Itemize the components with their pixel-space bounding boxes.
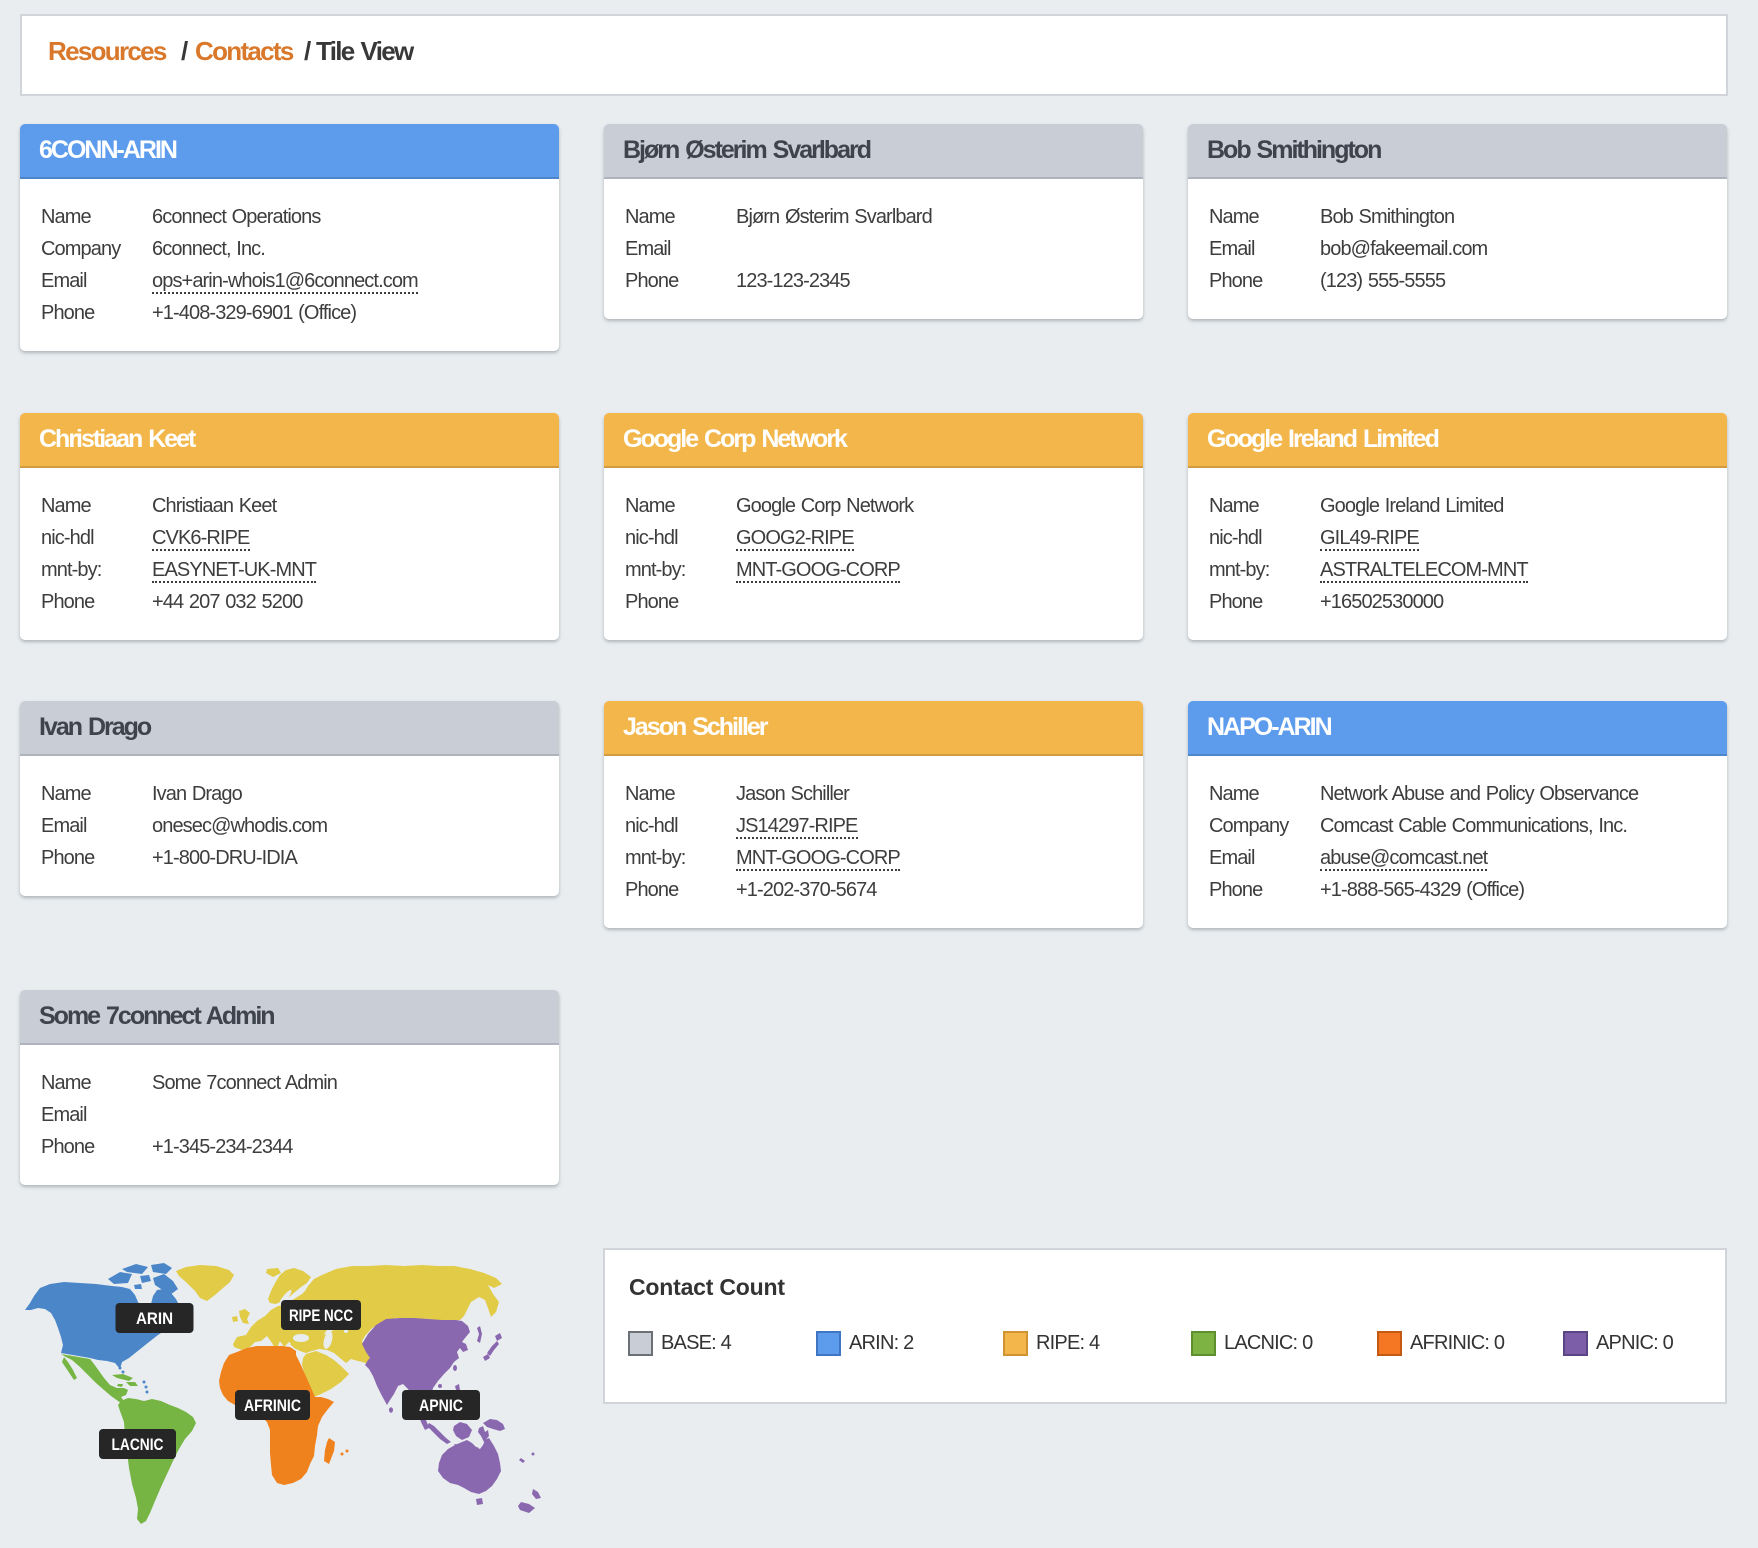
svg-text:AFRINIC: AFRINIC [244,1396,301,1415]
svg-text:ARIN: ARIN [136,1309,173,1328]
svg-text:LACNIC: LACNIC [112,1435,164,1454]
svg-text:RIPE NCC: RIPE NCC [289,1306,353,1325]
svg-text:APNIC: APNIC [419,1396,463,1415]
